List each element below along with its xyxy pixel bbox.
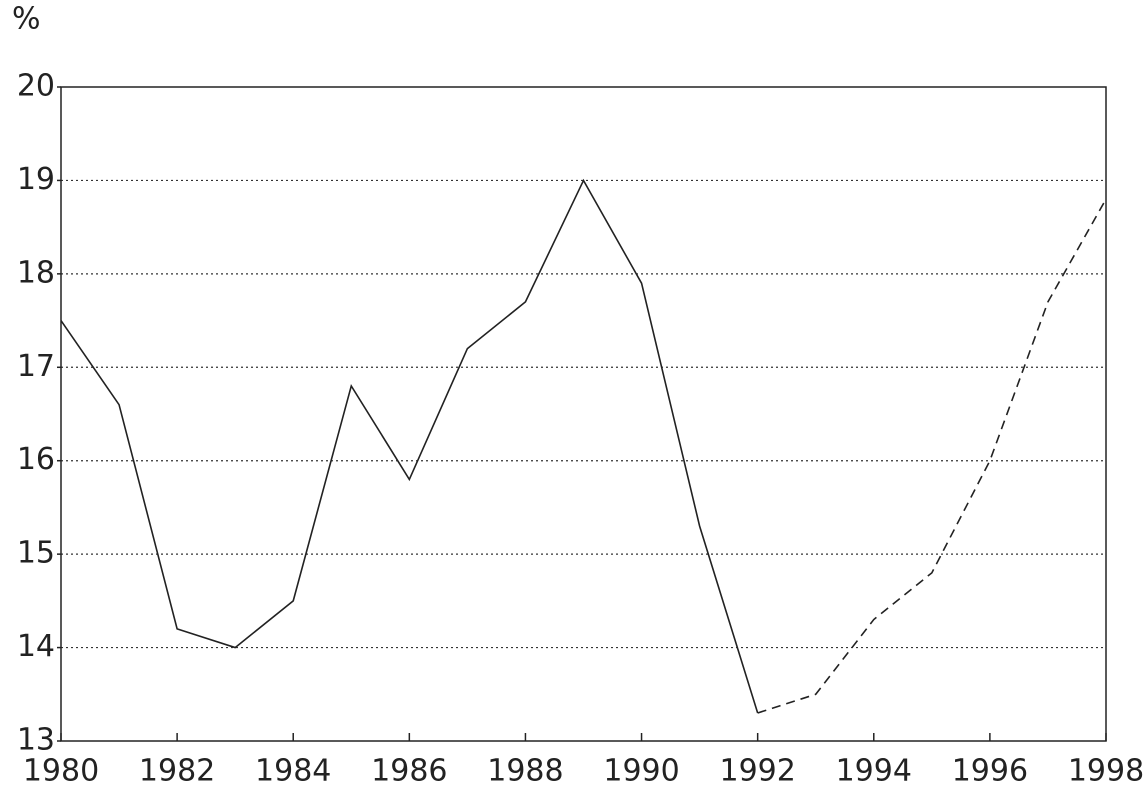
y-tick-label: 17 — [17, 349, 55, 384]
y-tick-label: 19 — [17, 162, 55, 197]
y-tick-label: 15 — [17, 536, 55, 571]
x-tick-label: 1988 — [487, 754, 563, 789]
y-tick-label: 13 — [17, 723, 55, 758]
x-tick-label: 1990 — [603, 754, 679, 789]
y-tick-label: 18 — [17, 255, 55, 290]
x-tick-label: 1998 — [1068, 754, 1144, 789]
plot-frame — [60, 86, 1107, 742]
x-tick-label: 1986 — [371, 754, 447, 789]
x-tick-label: 1980 — [23, 754, 99, 789]
x-tick-label: 1996 — [952, 754, 1028, 789]
y-tick-label: 14 — [17, 629, 55, 664]
y-axis-label: % — [12, 2, 41, 37]
y-tick-label: 20 — [17, 69, 55, 104]
x-tick-label: 1984 — [255, 754, 331, 789]
data-line — [757, 198, 1107, 714]
y-tick-label: 16 — [17, 442, 55, 477]
x-tick-label: 1982 — [139, 754, 215, 789]
data-line — [60, 178, 759, 714]
x-tick-label: 1992 — [719, 754, 795, 789]
x-tick-label: 1994 — [836, 754, 912, 789]
